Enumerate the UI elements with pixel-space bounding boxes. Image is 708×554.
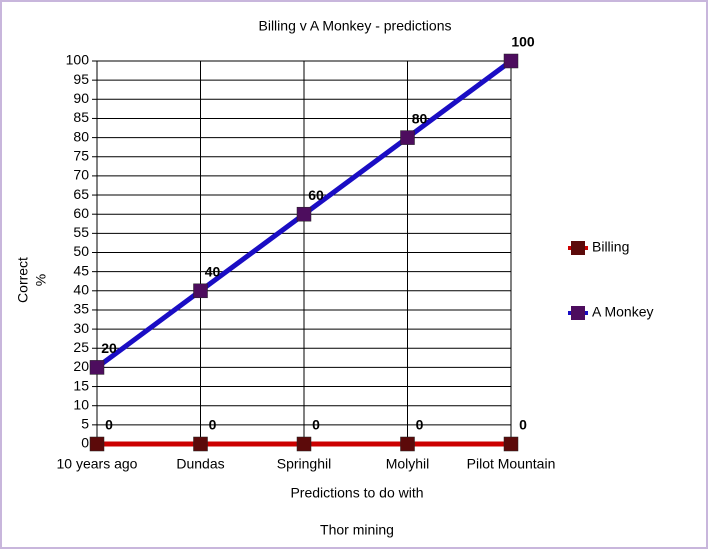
x-tick-label: Springhil (277, 456, 331, 472)
y-tick-label: 10 (73, 396, 89, 412)
y-tick-label: 50 (73, 243, 89, 259)
x-axis-label: Predictions to do with (290, 485, 423, 501)
y-tick-label: 60 (73, 205, 89, 221)
y-tick-label: 80 (73, 128, 89, 144)
data-label: 0 (519, 417, 527, 433)
marker (296, 206, 312, 222)
data-label: 0 (105, 417, 113, 433)
y-tick-label: 0 (81, 435, 89, 451)
marker (503, 53, 519, 69)
y-tick-label: 35 (73, 301, 89, 317)
x-tick-label: Pilot Mountain (467, 456, 556, 472)
marker (193, 436, 208, 452)
y-tick-label: 55 (73, 224, 89, 240)
x-axis-label: Thor mining (320, 522, 394, 538)
legend-label: A Monkey (592, 304, 653, 320)
data-label: 0 (312, 417, 320, 433)
data-label: 100 (511, 34, 535, 50)
marker (193, 283, 208, 299)
legend-marker (571, 241, 585, 255)
marker (400, 436, 415, 452)
y-tick-label: 70 (73, 167, 89, 183)
y-tick-label: 20 (73, 358, 89, 374)
x-tick-label: 10 years ago (57, 456, 138, 472)
y-tick-label: 30 (73, 320, 89, 336)
marker (400, 130, 415, 145)
y-tick-label: 75 (73, 147, 89, 163)
y-tick-label: 45 (73, 262, 89, 278)
y-tick-label: 25 (73, 339, 89, 355)
data-label: 0 (416, 417, 424, 433)
data-label: 60 (308, 187, 324, 203)
x-tick-label: Molyhil (386, 456, 430, 472)
legend-marker (571, 306, 585, 320)
data-label: 20 (101, 340, 117, 356)
legend-label: Billing (592, 239, 629, 255)
marker (89, 436, 105, 452)
y-tick-label: 65 (73, 186, 89, 202)
marker (89, 360, 105, 375)
y-tick-label: 90 (73, 90, 89, 106)
y-tick-label: 100 (66, 52, 90, 68)
data-label: 0 (209, 417, 217, 433)
x-tick-label: Dundas (176, 456, 224, 472)
chart-title: Billing v A Monkey - predictions (259, 18, 452, 34)
data-label: 40 (205, 264, 221, 280)
marker (296, 436, 312, 452)
marker (503, 436, 519, 452)
data-label: 80 (412, 110, 428, 126)
y-tick-label: 40 (73, 282, 89, 298)
y-axis-label: Correct (15, 257, 31, 303)
y-tick-label: 85 (73, 109, 89, 125)
y-tick-label: 5 (81, 416, 89, 432)
y-tick-label: 95 (73, 71, 89, 87)
y-tick-label: 15 (73, 377, 89, 393)
y-axis-label: % (33, 274, 49, 286)
